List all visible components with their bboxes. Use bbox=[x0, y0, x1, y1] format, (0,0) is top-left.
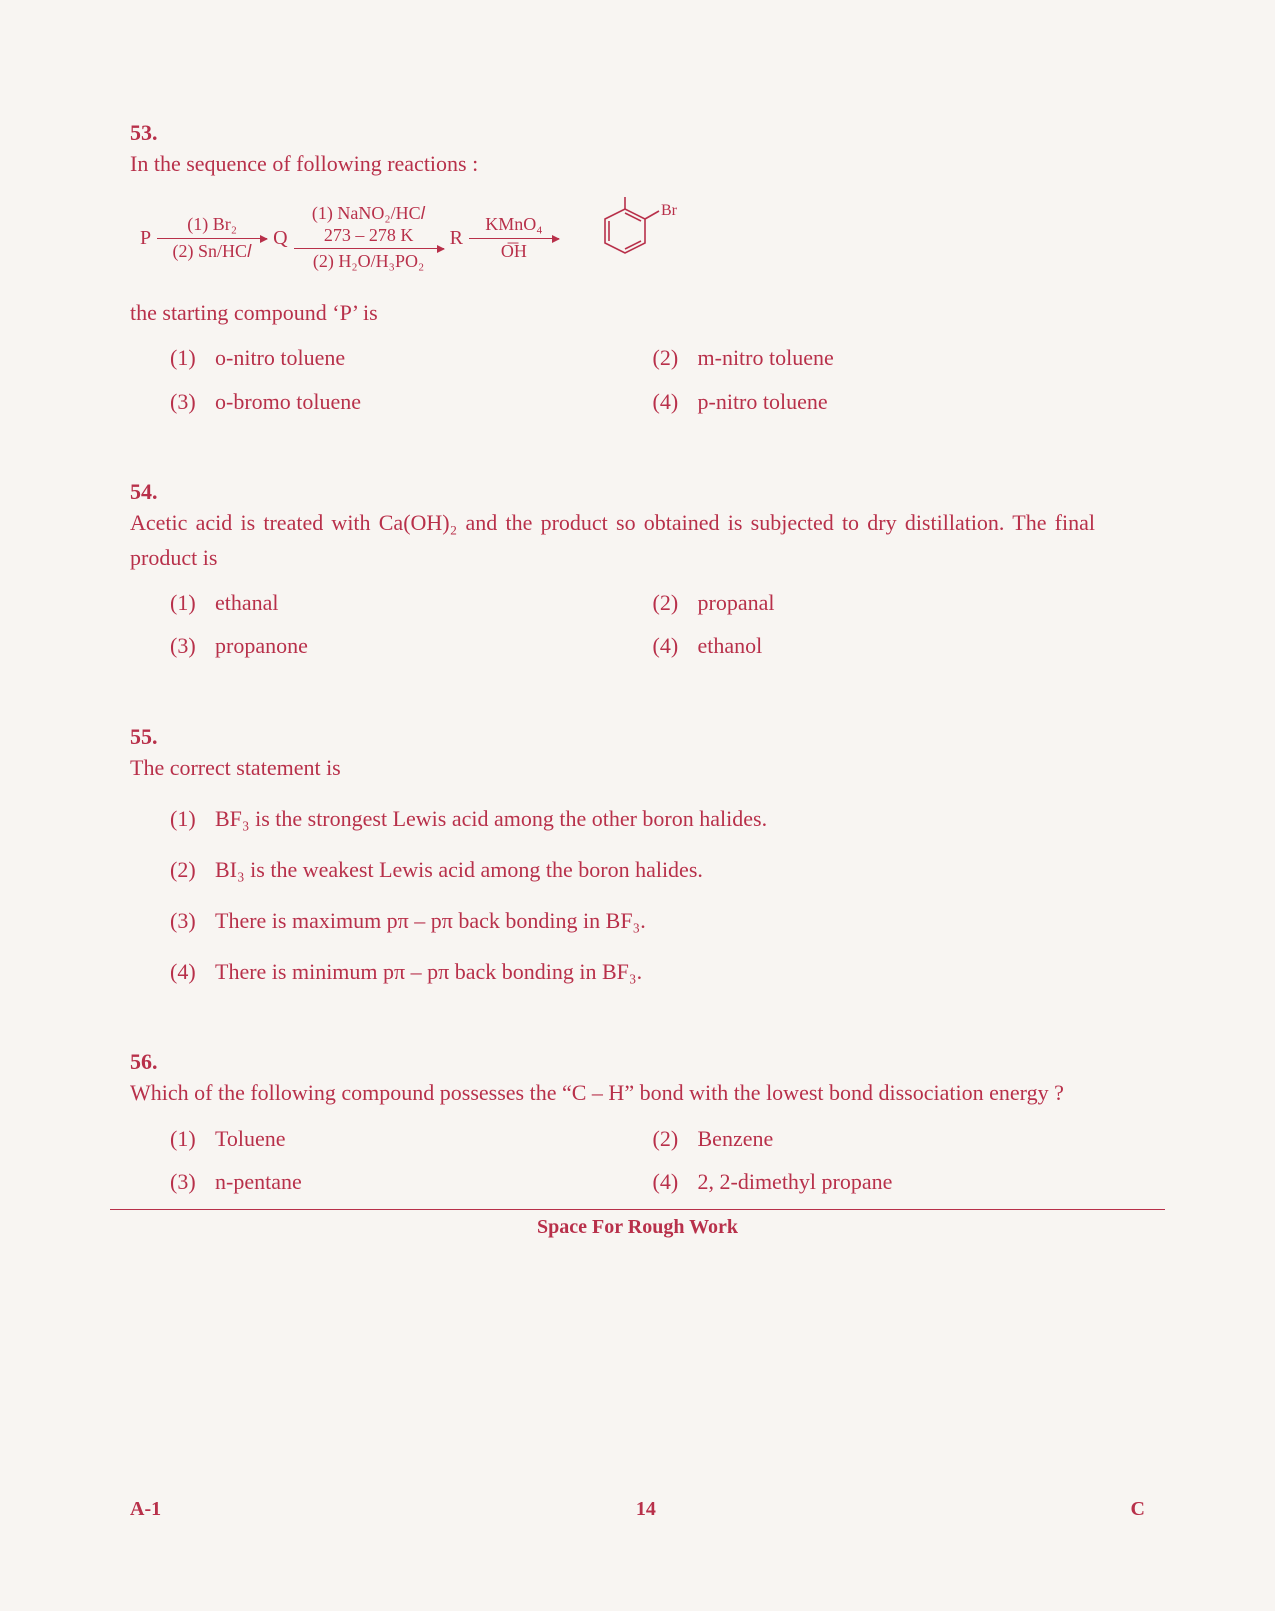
arrow-step1: (1) Br₂ (2) Sn/HC𝑙 bbox=[157, 214, 267, 262]
option-number: (2) bbox=[653, 1121, 698, 1156]
question-body: In the sequence of following reactions :… bbox=[130, 146, 1095, 419]
question-stem: The correct statement is bbox=[130, 755, 341, 780]
option-2: (2)propanal bbox=[613, 585, 1096, 620]
intermediate-Q: Q bbox=[273, 222, 287, 254]
option-4: (4)2, 2-dimethyl propane bbox=[613, 1164, 1096, 1199]
product-structure: COOH Br bbox=[575, 197, 685, 279]
option-number: (4) bbox=[653, 384, 698, 419]
options-block: (1)Toluene (2)Benzene (3)n-pentane (4)2,… bbox=[130, 1121, 1095, 1199]
option-3: (3)propanone bbox=[130, 628, 613, 663]
option-1: (1)ethanal bbox=[130, 585, 613, 620]
option-3: (3) o-bromo toluene bbox=[130, 384, 613, 419]
option-number: (4) bbox=[653, 1164, 698, 1199]
footer-left: A-1 bbox=[130, 1498, 161, 1521]
step1-bot: (2) Sn/HC𝑙 bbox=[173, 241, 252, 263]
question-number: 56. bbox=[130, 1049, 175, 1075]
arrow-step2: (1) NaNO₂/HC𝑙 273 – 278 K (2) H₂O/H₃PO₂ bbox=[294, 203, 444, 273]
arrow-line-icon bbox=[157, 238, 267, 239]
arrow-step3: KMnO₄ O͞H bbox=[469, 214, 559, 262]
option-text: Toluene bbox=[215, 1121, 286, 1156]
options-block: (1)ethanal (2)propanal (3)propanone (4)e… bbox=[130, 585, 1095, 663]
option-text: p-nitro toluene bbox=[698, 384, 828, 419]
step3-bot: O͞H bbox=[501, 241, 527, 263]
option-text: There is minimum pπ – pπ back bonding in… bbox=[215, 954, 642, 989]
option-text: o-bromo toluene bbox=[215, 384, 361, 419]
option-number: (4) bbox=[653, 628, 698, 663]
option-1: (1)Toluene bbox=[130, 1121, 613, 1156]
option-number: (1) bbox=[170, 801, 215, 836]
question-56: 56. Which of the following compound poss… bbox=[130, 1049, 1145, 1199]
option-number: (1) bbox=[170, 585, 215, 620]
step2-top2: 273 – 278 K bbox=[324, 225, 414, 247]
option-number: (3) bbox=[170, 628, 215, 663]
question-number: 54. bbox=[130, 479, 175, 505]
option-text: BI₃ is the weakest Lewis acid among the … bbox=[215, 852, 703, 887]
question-body: Which of the following compound possesse… bbox=[130, 1075, 1095, 1199]
option-1: (1)BF₃ is the strongest Lewis acid among… bbox=[130, 801, 1095, 836]
option-number: (3) bbox=[170, 1164, 215, 1199]
option-2: (2)Benzene bbox=[613, 1121, 1096, 1156]
exam-page: 53. In the sequence of following reactio… bbox=[0, 0, 1275, 1611]
arrow-line-icon bbox=[469, 238, 559, 239]
question-54: 54. Acetic acid is treated with Ca(OH)₂ … bbox=[130, 479, 1145, 664]
option-number: (2) bbox=[170, 852, 215, 887]
arrow-line-icon bbox=[294, 248, 444, 249]
footer-right: C bbox=[1131, 1498, 1145, 1521]
question-body: The correct statement is (1)BF₃ is the s… bbox=[130, 750, 1095, 990]
option-4: (4) p-nitro toluene bbox=[613, 384, 1096, 419]
option-3: (3)n-pentane bbox=[130, 1164, 613, 1199]
option-number: (3) bbox=[170, 903, 215, 938]
option-text: 2, 2-dimethyl propane bbox=[698, 1164, 893, 1199]
step2-top1: (1) NaNO₂/HC𝑙 bbox=[312, 203, 425, 225]
option-text: propanal bbox=[698, 585, 775, 620]
option-text: propanone bbox=[215, 628, 308, 663]
option-text: ethanal bbox=[215, 585, 279, 620]
option-text: o-nitro toluene bbox=[215, 340, 345, 375]
product-cooh-label: COOH bbox=[613, 197, 659, 200]
option-2: (2) m-nitro toluene bbox=[613, 340, 1096, 375]
question-stem-pre: In the sequence of following reactions : bbox=[130, 146, 1095, 181]
options-block: (1)BF₃ is the strongest Lewis acid among… bbox=[130, 801, 1095, 990]
question-stem: Acetic acid is treated with Ca(OH)₂ and … bbox=[130, 510, 1095, 570]
option-2: (2)BI₃ is the weakest Lewis acid among t… bbox=[130, 852, 1095, 887]
option-text: Benzene bbox=[698, 1121, 774, 1156]
option-text: There is maximum pπ – pπ back bonding in… bbox=[215, 903, 646, 938]
option-text: m-nitro toluene bbox=[698, 340, 834, 375]
option-4: (4)ethanol bbox=[613, 628, 1096, 663]
option-number: (3) bbox=[170, 384, 215, 419]
reaction-scheme: P (1) Br₂ (2) Sn/HC𝑙 Q (1) NaNO₂/HC𝑙 273… bbox=[140, 197, 1095, 279]
question-stem: Which of the following compound possesse… bbox=[130, 1080, 1064, 1105]
question-55: 55. The correct statement is (1)BF₃ is t… bbox=[130, 724, 1145, 990]
option-number: (1) bbox=[170, 340, 215, 375]
option-text: ethanol bbox=[698, 628, 763, 663]
question-stem-post: the starting compound ‘P’ is bbox=[130, 295, 1095, 330]
option-4: (4)There is minimum pπ – pπ back bonding… bbox=[130, 954, 1095, 989]
options-block: (1) o-nitro toluene (2) m-nitro toluene … bbox=[130, 340, 1095, 418]
reactant-P: P bbox=[140, 222, 151, 254]
option-3: (3)There is maximum pπ – pπ back bonding… bbox=[130, 903, 1095, 938]
option-number: (4) bbox=[170, 954, 215, 989]
step2-bot: (2) H₂O/H₃PO₂ bbox=[313, 251, 424, 273]
product-br-label: Br bbox=[661, 202, 678, 219]
option-text: BF₃ is the strongest Lewis acid among th… bbox=[215, 801, 767, 836]
divider-line bbox=[110, 1209, 1165, 1210]
option-number: (2) bbox=[653, 585, 698, 620]
step3-top: KMnO₄ bbox=[485, 214, 542, 236]
question-53: 53. In the sequence of following reactio… bbox=[130, 120, 1145, 419]
page-footer: A-1 14 C bbox=[130, 1498, 1145, 1521]
step1-top: (1) Br₂ bbox=[187, 214, 237, 236]
question-number: 53. bbox=[130, 120, 175, 146]
question-number: 55. bbox=[130, 724, 175, 750]
option-number: (1) bbox=[170, 1121, 215, 1156]
intermediate-R: R bbox=[450, 222, 463, 254]
option-1: (1) o-nitro toluene bbox=[130, 340, 613, 375]
benzene-ring-icon: COOH Br bbox=[575, 197, 685, 279]
footer-page-number: 14 bbox=[636, 1498, 656, 1521]
rough-work-heading: Space For Rough Work bbox=[130, 1216, 1145, 1239]
option-text: n-pentane bbox=[215, 1164, 302, 1199]
question-body: Acetic acid is treated with Ca(OH)₂ and … bbox=[130, 505, 1095, 664]
option-number: (2) bbox=[653, 340, 698, 375]
